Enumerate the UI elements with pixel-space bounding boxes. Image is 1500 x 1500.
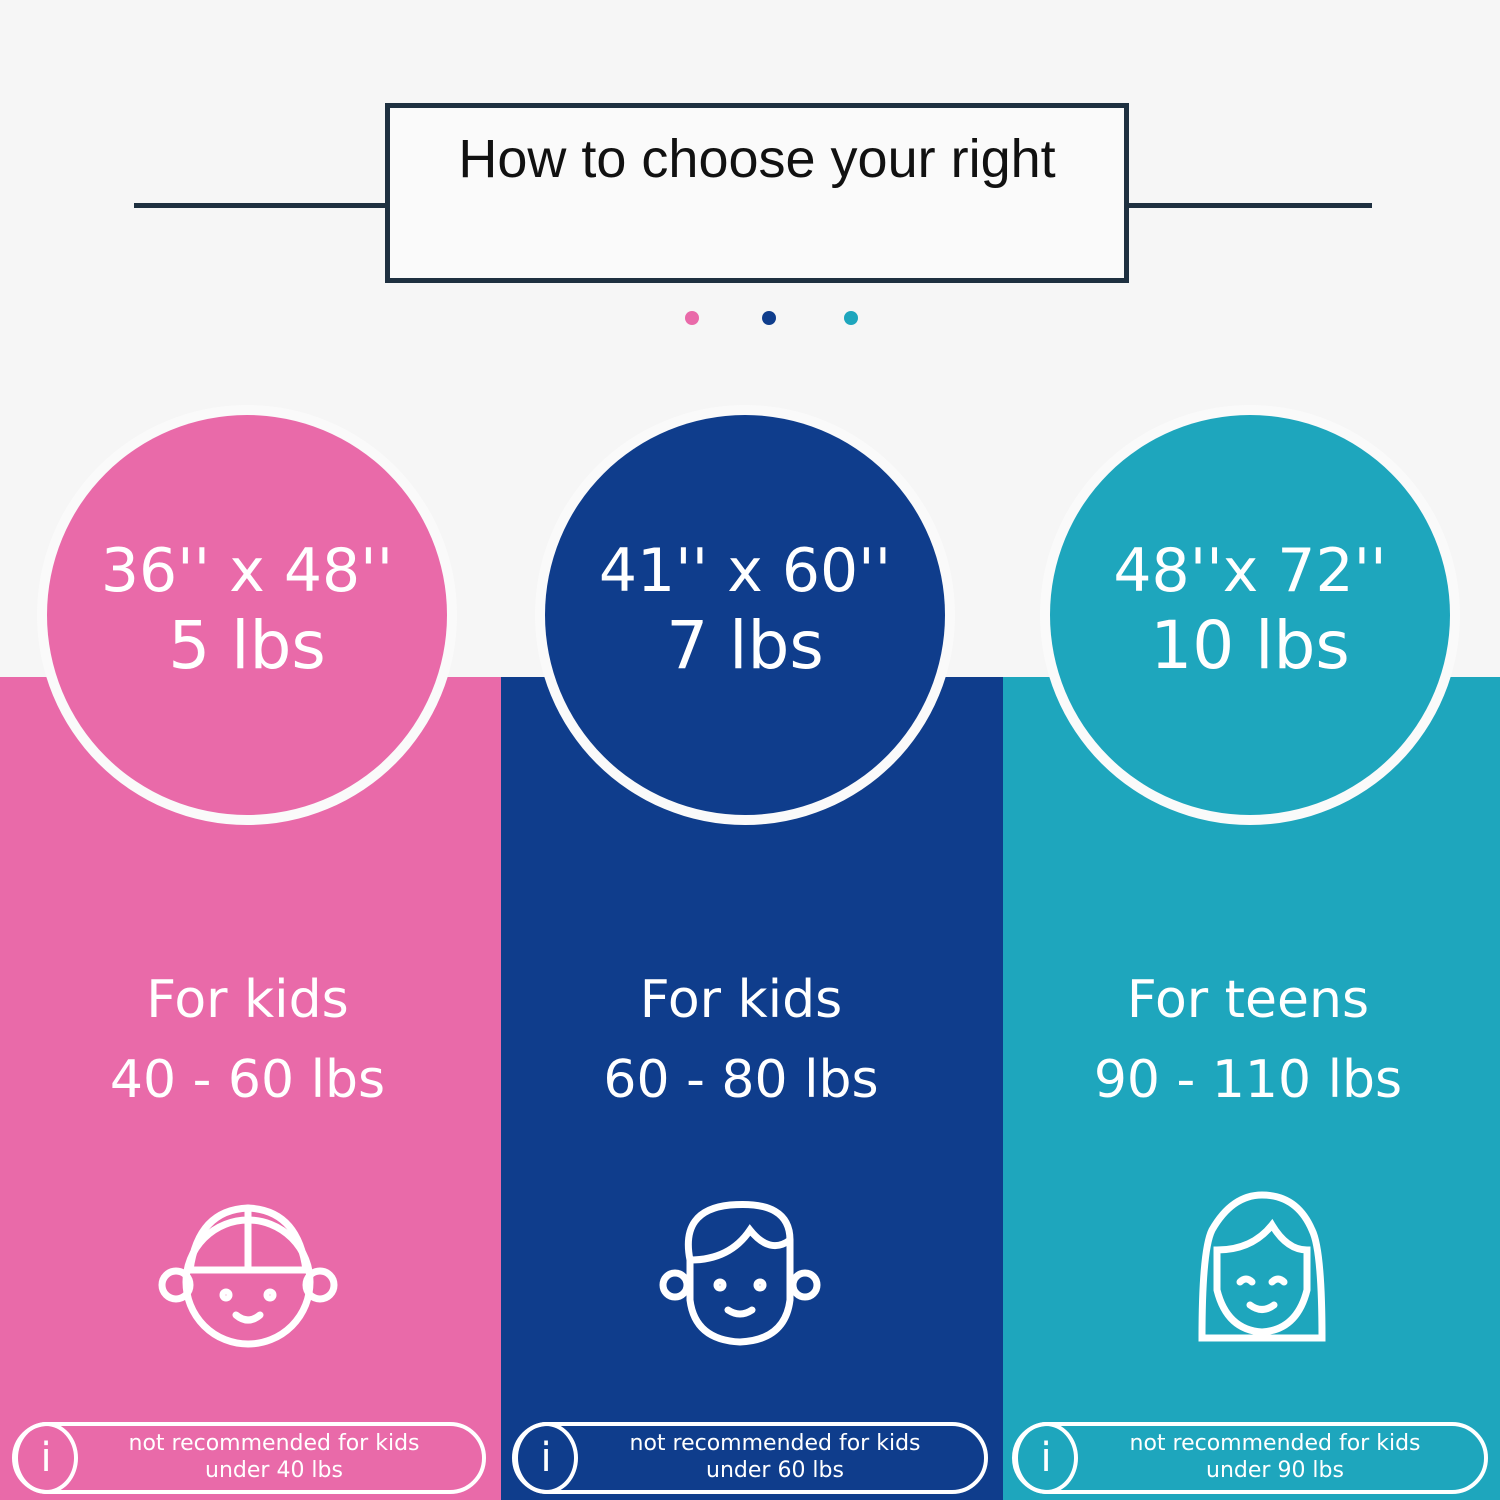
warning-note-1: i not recommended for kids under 40 lbs — [12, 1422, 486, 1494]
note-line-2: under 40 lbs — [205, 1458, 343, 1483]
weight-text: 7 lbs — [666, 607, 824, 684]
dot-teal — [844, 311, 858, 325]
weight-text: 5 lbs — [168, 607, 326, 684]
girl-face-icon — [1198, 1191, 1326, 1342]
info-icon: i — [14, 1422, 78, 1494]
audience-label: For kids — [146, 970, 349, 1030]
size-text: 41'' x 60'' — [598, 536, 892, 606]
title-box: How to choose your right — [385, 103, 1129, 283]
audience-label: For kids — [639, 970, 843, 1030]
note-line-2: under 60 lbs — [706, 1458, 844, 1483]
warning-note-2: i not recommended for kids under 60 lbs — [512, 1422, 988, 1494]
dot-blue — [762, 311, 776, 325]
page-title: How to choose your right — [458, 129, 1056, 189]
weight-range: 40 - 60 lbs — [109, 1050, 386, 1110]
note-line-2: under 90 lbs — [1206, 1458, 1344, 1483]
boy-face-icon — [659, 1200, 821, 1346]
divider-right — [1122, 203, 1372, 208]
divider-left — [134, 203, 386, 208]
size-circle-3: 48''x 72'' 10 lbs — [1050, 415, 1450, 815]
size-circle-1: 36'' x 48'' 5 lbs — [47, 415, 447, 815]
weight-range: 60 - 80 lbs — [603, 1050, 879, 1110]
weight-text: 10 lbs — [1150, 607, 1350, 684]
warning-note-3: i not recommended for kids under 90 lbs — [1012, 1422, 1488, 1494]
audience-label: For teens — [1126, 970, 1370, 1030]
audience-1: For kids 40 - 60 lbs — [0, 960, 495, 1120]
size-text: 36'' x 48'' — [100, 536, 394, 606]
weight-range: 90 - 110 lbs — [1093, 1050, 1403, 1110]
boy-cap-face-icon — [158, 1204, 338, 1348]
size-circle-2: 41'' x 60'' 7 lbs — [545, 415, 945, 815]
note-line-1: not recommended for kids — [1129, 1431, 1421, 1456]
dot-pink — [685, 311, 699, 325]
info-icon: i — [514, 1422, 578, 1494]
note-line-1: not recommended for kids — [629, 1431, 921, 1456]
info-icon: i — [1014, 1422, 1078, 1494]
note-line-1: not recommended for kids — [128, 1431, 420, 1456]
size-text: 48''x 72'' — [1113, 536, 1387, 606]
audience-3: For teens 90 - 110 lbs — [1003, 960, 1493, 1120]
audience-2: For kids 60 - 80 lbs — [501, 960, 981, 1120]
